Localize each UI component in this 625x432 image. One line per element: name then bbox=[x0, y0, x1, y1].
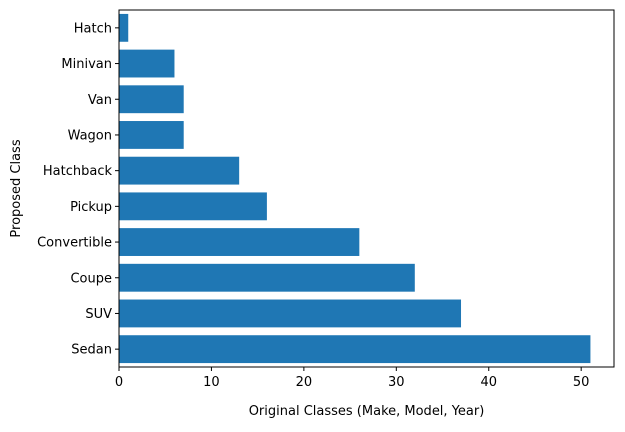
x-axis-label: Original Classes (Make, Model, Year) bbox=[249, 404, 485, 419]
bar-convertible bbox=[119, 228, 360, 256]
x-tick-label: 30 bbox=[388, 375, 405, 390]
x-axis-ticks: 0 10 20 30 40 50 bbox=[115, 367, 590, 390]
x-tick-label: 50 bbox=[573, 375, 590, 390]
bar-suv bbox=[119, 299, 462, 328]
y-tick-label: Minivan bbox=[61, 57, 112, 72]
x-tick-label: 20 bbox=[296, 375, 313, 390]
x-tick-label: 10 bbox=[203, 375, 220, 390]
y-tick-label: Sedan bbox=[71, 343, 112, 358]
bars-group bbox=[119, 13, 591, 364]
bar-pickup bbox=[119, 192, 267, 221]
y-tick-label: Hatchback bbox=[43, 164, 113, 179]
plot-frame bbox=[118, 9, 615, 368]
y-axis-label: Proposed Class bbox=[9, 139, 24, 237]
bar-hatchback bbox=[119, 156, 240, 185]
y-tick-label: Pickup bbox=[70, 200, 112, 215]
x-tick-label: 0 bbox=[115, 375, 123, 390]
bar-van bbox=[119, 85, 184, 114]
y-tick-label: SUV bbox=[85, 307, 112, 322]
x-tick-label: 40 bbox=[480, 375, 497, 390]
y-axis-ticks: Sedan SUV Coupe Convertible Pickup Hatchback W… bbox=[37, 21, 119, 358]
bar-coupe bbox=[119, 263, 415, 292]
bar-hatch bbox=[119, 13, 129, 42]
bar-minivan bbox=[119, 49, 175, 78]
y-tick-label: Convertible bbox=[37, 236, 112, 251]
y-tick-label: Van bbox=[88, 93, 112, 108]
bar-sedan bbox=[119, 335, 591, 364]
y-tick-label: Hatch bbox=[74, 21, 112, 36]
y-tick-label: Coupe bbox=[70, 271, 112, 286]
y-tick-label: Wagon bbox=[68, 128, 112, 143]
bar-wagon bbox=[119, 121, 184, 149]
